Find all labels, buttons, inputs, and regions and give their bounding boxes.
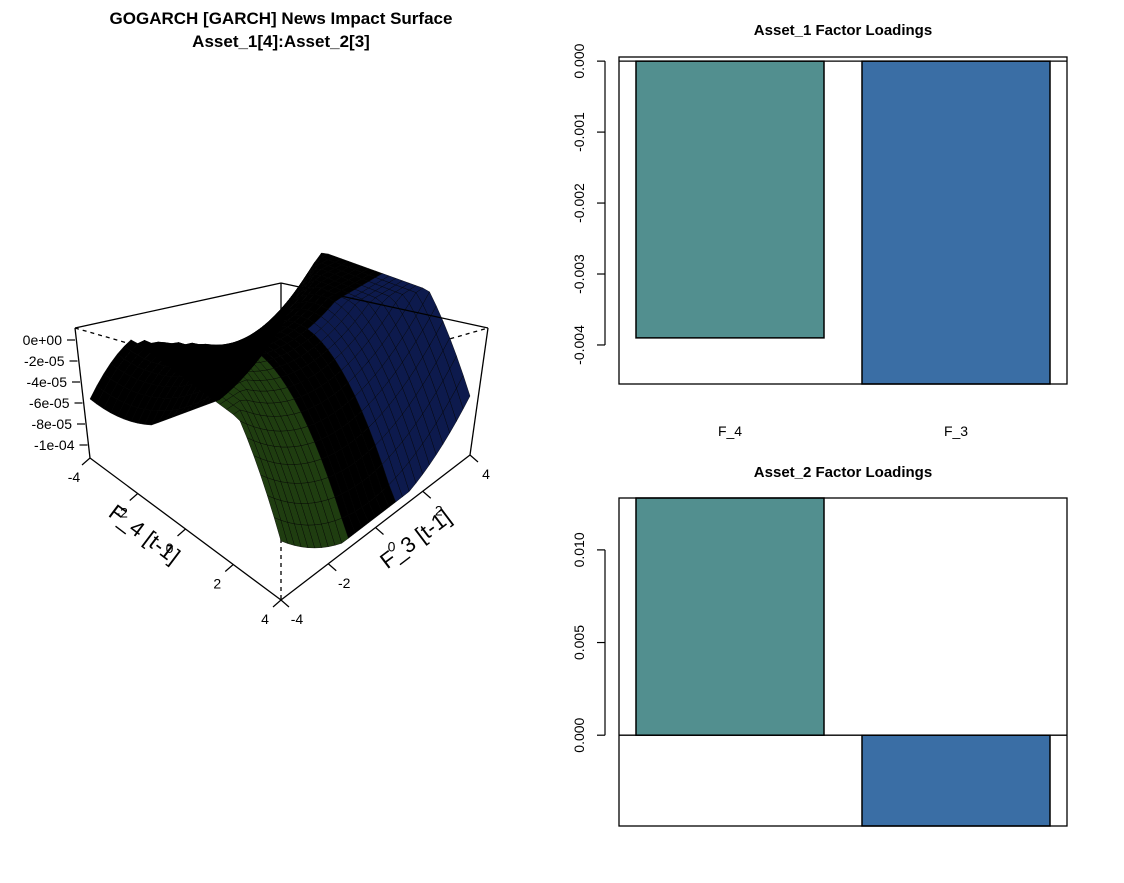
y-tick-label: 4 <box>482 466 490 482</box>
y-tick-mark <box>327 563 337 572</box>
asset2-plot-frame <box>618 497 1068 827</box>
asset2-chart-title: Asset_2 Factor Loadings <box>754 464 932 481</box>
z-tick-label: -1e-04 <box>34 437 75 453</box>
z-tick-label: -6e-05 <box>29 395 70 411</box>
x-tick-label: 2 <box>213 576 221 592</box>
x-tick-label: -2 <box>116 505 129 521</box>
y-tick-label: 0.000 <box>571 717 587 752</box>
asset2-y-axis: 0.000 0.005 0.010 <box>571 532 606 753</box>
asset1-x-axis: F_4 F_3 <box>718 423 968 439</box>
y-tick-mark <box>422 490 432 499</box>
bar-F_4 <box>635 497 825 736</box>
asset2-loadings-panel: Asset_2 Factor Loadings 0.000 0.005 0.010 <box>571 464 1068 827</box>
x-tick-mark <box>129 493 139 501</box>
bar-F_3 <box>861 734 1051 827</box>
x-tick-label: 4 <box>261 611 269 627</box>
y-tick-mark <box>375 527 384 535</box>
bar-F_3 <box>861 60 1051 385</box>
surface-axis-ticks: 0e+00 -2e-05 -4e-05 -6e-05 -8e-05 -1e-04 -4 -2 0… <box>23 332 490 627</box>
y-tick-label: -0.002 <box>571 183 587 223</box>
y-tick-label: -4 <box>291 611 304 627</box>
asset1-loadings-panel: Asset_1 Factor Loadings 0.000 -0.001 -0.00… <box>571 22 1068 439</box>
surface-mesh <box>89 252 471 549</box>
asset2-bars <box>619 497 1067 827</box>
y-tick-mark <box>280 599 290 608</box>
y-tick-mark <box>469 454 479 463</box>
y-tick-label: 0.010 <box>571 532 587 567</box>
y-tick-label: -2 <box>338 575 351 591</box>
box-visible-edges <box>74 282 489 601</box>
y-tick-label: 2 <box>435 502 443 518</box>
x-tick-label: 0 <box>166 540 174 556</box>
z-tick-label: -8e-05 <box>32 416 73 432</box>
y-tick-label: -0.001 <box>571 112 587 152</box>
z-tick-label: 0e+00 <box>23 332 63 348</box>
y-tick-label: 0.000 <box>571 43 587 78</box>
asset1-chart-title: Asset_1 Factor Loadings <box>754 22 932 39</box>
y-tick-label: 0 <box>388 539 396 555</box>
z-tick-label: -4e-05 <box>27 374 68 390</box>
z-tick-label: -2e-05 <box>24 353 65 369</box>
surface-facet <box>273 311 288 339</box>
asset1-plot-frame <box>618 56 1068 385</box>
surface-subtitle: Asset_1[4]:Asset_2[3] <box>192 32 370 51</box>
bar-F_4 <box>635 60 825 339</box>
x-tick-mark <box>177 528 186 537</box>
x-tick-label: -4 <box>68 469 81 485</box>
surface-title: GOGARCH [GARCH] News Impact Surface <box>110 9 453 28</box>
x-category-label: F_3 <box>944 423 968 439</box>
y-tick-label: -0.004 <box>571 325 587 365</box>
news-impact-surface-panel: GOGARCH [GARCH] News Impact Surface Asse… <box>23 9 490 627</box>
asset1-bars <box>619 60 1067 385</box>
y-tick-label: 0.005 <box>571 625 587 660</box>
asset1-y-axis: 0.000 -0.001 -0.002 -0.003 -0.004 <box>571 43 606 365</box>
x-category-label: F_4 <box>718 423 742 439</box>
y-tick-label: -0.003 <box>571 254 587 294</box>
x-tick-mark <box>272 599 282 608</box>
surface-x-axis-label: F_4 [t-1] <box>104 499 184 568</box>
x-tick-mark <box>224 564 234 572</box>
x-tick-mark <box>81 457 91 466</box>
